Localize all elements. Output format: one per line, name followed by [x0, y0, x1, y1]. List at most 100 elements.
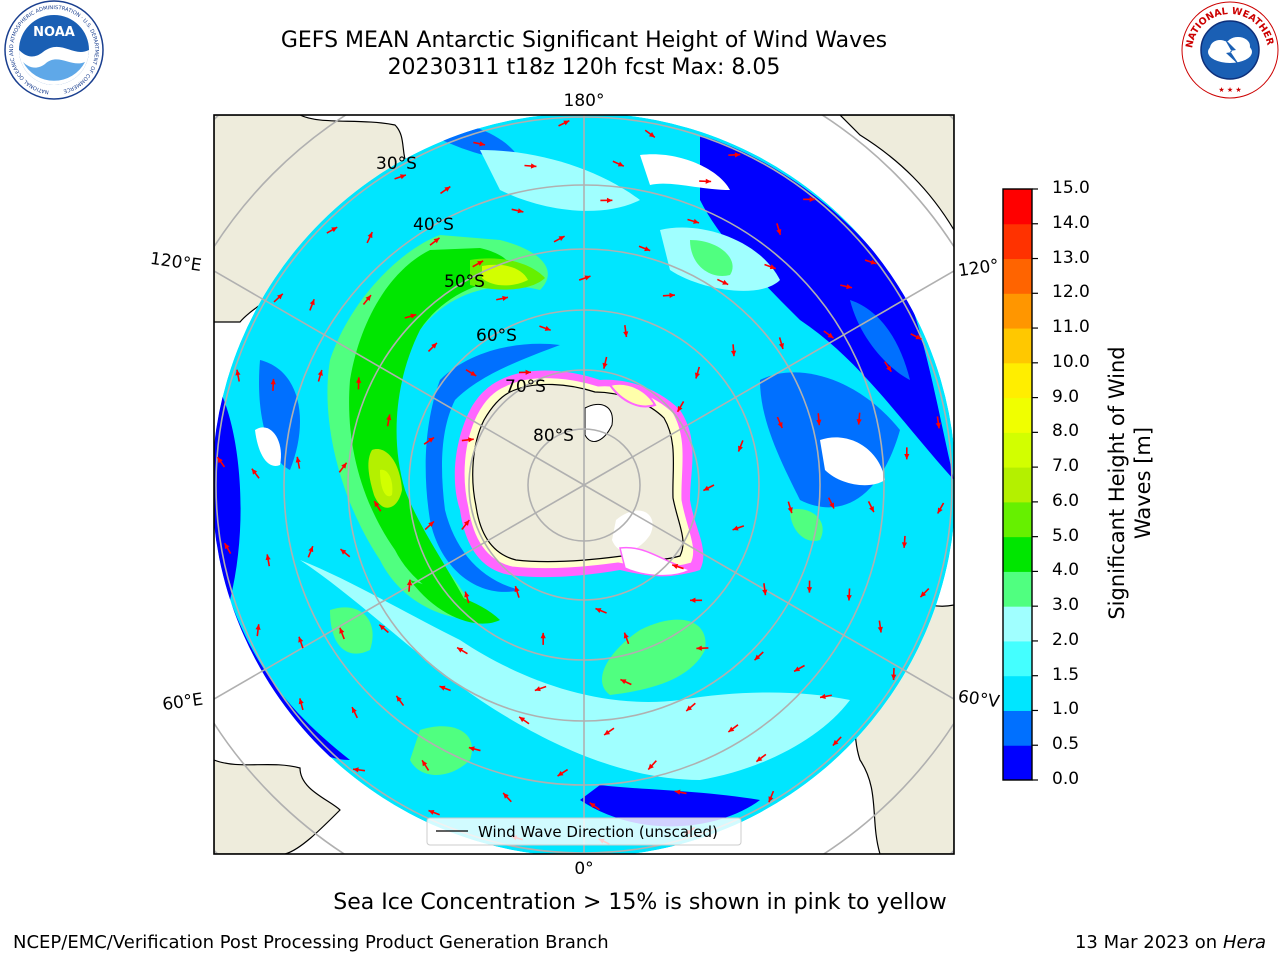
wave-direction-arrowhead	[832, 739, 839, 746]
colorbar-tick-label: 1.5	[1052, 664, 1080, 685]
wave-direction-arrowhead	[648, 763, 654, 770]
wave-direction-arrowhead	[935, 422, 941, 429]
lon-label-60e: 60°E	[161, 690, 204, 715]
credit-text: NCEP/EMC/Verification Post Processing Pr…	[13, 932, 609, 953]
wave-direction-arrowhead	[399, 174, 406, 180]
colorbar-swatch	[1003, 606, 1032, 642]
colorbar-tick-label: 2.0	[1052, 629, 1080, 650]
wave-direction-arrowhead	[563, 120, 570, 126]
wave-direction-arrowhead	[762, 589, 768, 596]
wave-direction-arrowhead	[901, 542, 908, 548]
wave-direction-arrowhead	[870, 259, 877, 265]
wave-direction-arrowhead	[677, 405, 683, 412]
noaa-logo: NOAA NATIONAL OCEANIC AND ATMOSPHERIC AD…	[4, 0, 104, 100]
wave-direction-arrowhead	[406, 579, 413, 586]
svg-text:★ ★ ★: ★ ★ ★	[1218, 86, 1241, 94]
wave-direction-arrowhead	[295, 456, 301, 463]
wave-direction-arrowhead	[557, 770, 564, 777]
wave-direction-arrowhead	[623, 632, 629, 639]
colorbar-title-line2: Waves [m]	[1131, 426, 1155, 540]
wave-direction-arrowhead	[540, 632, 546, 639]
wave-direction-arrowhead	[776, 228, 782, 235]
colorbar-tick-label: 13.0	[1052, 247, 1090, 268]
wave-direction-arrowhead	[277, 293, 283, 300]
wind-wave-arrows	[216, 119, 945, 845]
colorbar-swatch	[1003, 571, 1032, 607]
wave-direction-arrowhead	[464, 591, 470, 598]
wave-direction-arrowhead	[606, 197, 613, 204]
wave-direction-arrowhead	[777, 422, 783, 429]
date-value: 13 Mar 2023 on	[1074, 932, 1218, 953]
map-legend: Wind Wave Direction (unscaled)	[426, 817, 742, 846]
wave-direction-arrowhead	[623, 331, 629, 338]
wave-direction-arrowhead	[431, 342, 437, 349]
wave-direction-arrowhead	[644, 246, 651, 252]
wave-direction-arrowhead	[738, 445, 743, 452]
map-frame	[213, 114, 955, 855]
wave-direction-arrowhead	[787, 507, 793, 514]
wave-direction-arrowhead	[224, 543, 230, 550]
wave-direction-arrowhead	[251, 468, 258, 475]
wave-direction-arrowhead	[503, 792, 509, 799]
chart-title: GEFS MEAN Antarctic Significant Height o…	[280, 28, 888, 53]
wave-direction-arrowhead	[386, 414, 392, 421]
wave-direction-arrowhead	[820, 693, 826, 700]
lat-label-70s: 70°S	[505, 377, 546, 397]
wave-direction-arrowhead	[367, 232, 373, 239]
wave-direction-arrowhead	[444, 186, 451, 192]
wave-direction-arrowhead	[730, 350, 737, 357]
colorbar-swatch	[1003, 640, 1032, 677]
colorbar-tick-label: 1.0	[1052, 699, 1080, 720]
colorbar-tick-label: 8.0	[1052, 421, 1080, 442]
wave-direction-arrowhead	[584, 275, 591, 281]
colorbar-swatch	[1003, 328, 1032, 364]
wave-direction-arrowhead	[468, 746, 475, 752]
wave-direction-arrowhead	[794, 666, 801, 672]
colorbar-swatch	[1003, 432, 1032, 468]
wave-direction-arrowhead	[298, 636, 304, 643]
wave-direction-arrowhead	[703, 485, 710, 491]
wave-direction-arrowhead	[502, 295, 508, 301]
wave-direction-arrowhead	[525, 369, 531, 375]
wave-direction-arrowhead	[544, 325, 551, 331]
colorbar-tick-label: 14.0	[1052, 212, 1090, 233]
wave-direction-arrowhead	[589, 802, 596, 809]
colorbar-swatch	[1003, 362, 1032, 399]
colorbar-tick-label: 0.5	[1052, 734, 1080, 755]
colorbar-tick-label: 7.0	[1052, 456, 1080, 477]
wave-direction-arrowhead	[331, 227, 338, 233]
colorbar-swatch	[1003, 710, 1032, 746]
colorbar-swatch	[1003, 745, 1032, 781]
wave-direction-arrowhead	[686, 705, 693, 712]
wave-direction-arrowhead	[732, 525, 739, 531]
colorbar-swatch	[1003, 223, 1032, 260]
colorbar-tick-label: 12.0	[1052, 282, 1090, 303]
lon-label-0: 0°	[574, 859, 593, 879]
wave-direction-arrowhead	[428, 521, 434, 528]
sea-ice-note: Sea Ice Concentration > 15% is shown in …	[333, 890, 947, 915]
date-text: 13 Mar 2023 on Hera	[1075, 932, 1266, 953]
wave-direction-arrowhead	[877, 626, 883, 633]
wave-direction-arrowhead	[255, 624, 261, 630]
wave-direction-arrowhead	[846, 284, 853, 290]
meridian-labels: 180° 0° 120°E 60°E 120° 60°V	[149, 91, 1001, 879]
wave-direction-arrowhead	[869, 506, 874, 513]
wave-direction-arrowhead	[816, 419, 822, 426]
antarctica	[454, 370, 704, 578]
colorbar-swatch	[1003, 293, 1032, 329]
wave-direction-arrowhead	[669, 292, 675, 298]
wave-direction-arrowhead	[428, 809, 435, 815]
host-name: Hera	[1222, 932, 1266, 953]
wave-direction-arrowhead	[920, 591, 927, 598]
wave-direction-arrowhead	[806, 587, 813, 593]
graticule	[214, 115, 954, 854]
colorbar-tick-label: 4.0	[1052, 560, 1080, 581]
wave-direction-arrowhead	[778, 343, 784, 349]
wave-direction-arrowhead	[734, 152, 741, 158]
colorbar-swatch	[1003, 536, 1032, 572]
colorbar-tick-label: 5.0	[1052, 525, 1080, 546]
colorbar-swatch	[1003, 675, 1032, 711]
wave-direction-arrowhead	[309, 299, 315, 306]
wave-direction-arrowhead	[298, 698, 304, 705]
